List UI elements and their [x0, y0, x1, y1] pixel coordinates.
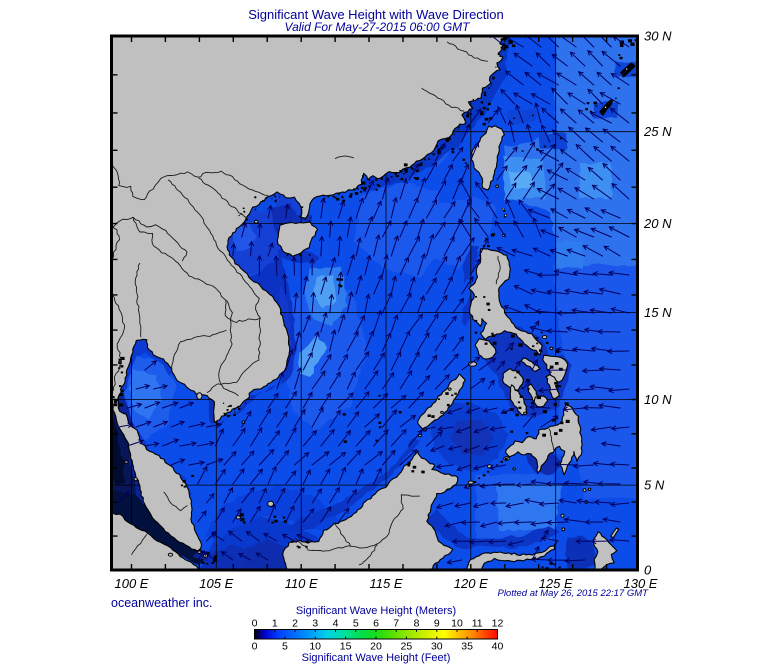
svg-text:35: 35 — [461, 641, 473, 653]
svg-text:8: 8 — [414, 618, 420, 630]
svg-text:10: 10 — [451, 618, 463, 630]
svg-text:Significant Wave Height (Feet): Significant Wave Height (Feet) — [302, 652, 451, 664]
svg-text:0: 0 — [252, 618, 258, 630]
svg-text:20: 20 — [370, 641, 382, 653]
svg-text:Significant Wave Height with W: Significant Wave Height with Wave Direct… — [248, 7, 504, 22]
svg-text:20 N: 20 N — [643, 216, 672, 231]
svg-text:130 E: 130 E — [624, 576, 658, 591]
svg-text:Valid For May-27-2015 06:00 GM: Valid For May-27-2015 06:00 GMT — [285, 20, 472, 34]
svg-text:100 E: 100 E — [115, 576, 149, 591]
svg-text:110 E: 110 E — [285, 576, 318, 591]
svg-text:0: 0 — [644, 563, 652, 578]
svg-text:120 E: 120 E — [454, 576, 488, 591]
svg-text:25: 25 — [401, 641, 413, 653]
svg-text:5: 5 — [353, 618, 359, 630]
svg-text:oceanweather inc.: oceanweather inc. — [111, 596, 212, 610]
svg-text:15 N: 15 N — [644, 305, 672, 320]
svg-text:1: 1 — [272, 618, 278, 630]
svg-text:4: 4 — [333, 618, 339, 630]
svg-text:Plotted at May 26, 2015 22:17: Plotted at May 26, 2015 22:17 GMT — [497, 588, 649, 599]
svg-text:30 N: 30 N — [644, 29, 672, 44]
svg-text:105 E: 105 E — [199, 576, 233, 591]
svg-text:10: 10 — [309, 641, 321, 653]
svg-text:115 E: 115 E — [369, 576, 402, 591]
svg-text:7: 7 — [393, 618, 399, 630]
svg-text:6: 6 — [373, 618, 379, 630]
svg-text:5 N: 5 N — [644, 478, 665, 493]
svg-text:3: 3 — [312, 618, 318, 630]
svg-text:25 N: 25 N — [643, 124, 672, 139]
svg-text:15: 15 — [340, 641, 352, 653]
svg-text:125 E: 125 E — [539, 576, 573, 591]
svg-text:30: 30 — [431, 641, 443, 653]
svg-text:11: 11 — [472, 618, 483, 630]
svg-text:40: 40 — [492, 641, 504, 653]
svg-text:5: 5 — [282, 641, 288, 653]
svg-text:9: 9 — [434, 618, 440, 630]
svg-text:Significant Wave Height (Meter: Significant Wave Height (Meters) — [296, 605, 456, 617]
svg-text:12: 12 — [492, 618, 504, 630]
svg-text:2: 2 — [292, 618, 298, 630]
svg-text:0: 0 — [252, 641, 258, 653]
svg-text:10 N: 10 N — [644, 392, 672, 407]
